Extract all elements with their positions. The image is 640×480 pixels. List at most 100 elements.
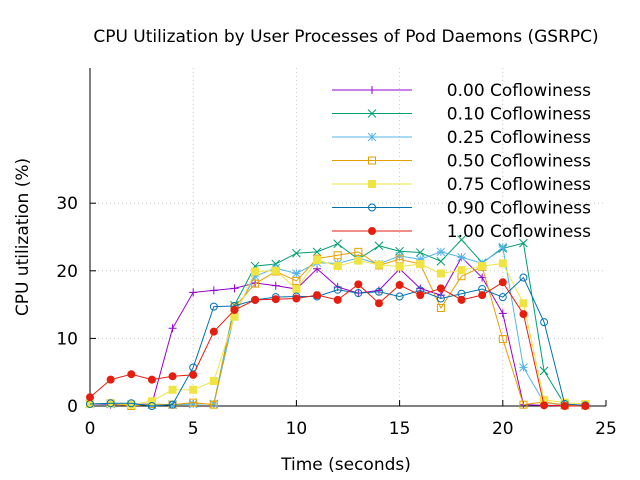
filled-square-marker [147, 397, 156, 406]
legend-entry: 1.00 Coflowiness [332, 222, 591, 242]
legend-label: 0.00 Coflowiness [447, 81, 591, 101]
filled-circle-marker [457, 295, 466, 304]
filled-square-marker [333, 262, 342, 271]
circle-marker [436, 294, 445, 303]
marker-stroke [539, 366, 549, 376]
circle-marker [368, 203, 376, 212]
filled-circle-marker [251, 295, 260, 304]
plus-marker [368, 86, 376, 94]
series-5 [86, 273, 590, 410]
filled-square-marker [271, 266, 280, 275]
cross-marker [374, 241, 384, 251]
filled-circle-marker [519, 310, 528, 319]
filled-circle-marker [168, 372, 177, 381]
cross-marker [271, 259, 281, 269]
marker-stroke [498, 242, 508, 252]
marker-stroke [292, 269, 301, 278]
filled-circle-marker [313, 291, 322, 300]
legend: 0.00 Coflowiness 0.10 Coflowiness 0.25 Cof… [332, 81, 591, 242]
cross-marker [457, 235, 466, 245]
filled-circle-marker [374, 299, 383, 308]
square-marker [519, 400, 528, 409]
y-axis-label: CPU utilization (%) [13, 158, 33, 316]
star-marker [188, 399, 198, 409]
cross-marker [367, 109, 377, 118]
legend-entry: 0.50 Coflowiness [332, 152, 591, 172]
filled-square-marker [292, 285, 301, 294]
marker-stroke [312, 247, 322, 257]
filled-square-marker [436, 269, 445, 278]
filled-square-marker [230, 312, 239, 321]
legend-entry: 0.00 Coflowiness [332, 81, 591, 101]
filled-circle-marker [395, 280, 404, 289]
filled-circle-marker [436, 284, 445, 293]
square-marker [333, 251, 342, 260]
filled-square-marker [519, 299, 528, 308]
filled-circle-marker [540, 401, 549, 410]
legend-label: 0.90 Coflowiness [447, 199, 591, 219]
filled-square-marker [374, 260, 383, 269]
cross-marker [292, 248, 301, 258]
filled-square-marker [498, 259, 507, 268]
square-marker [436, 303, 445, 312]
x-tick-label: 5 [188, 419, 199, 439]
plus-marker [271, 281, 280, 290]
square-marker [354, 247, 363, 256]
star-marker [519, 363, 528, 372]
x-tick-label: 25 [595, 419, 617, 439]
plus-marker [168, 324, 177, 333]
filled-square-marker [209, 376, 218, 385]
filled-circle-marker [354, 280, 363, 289]
circle-marker [127, 399, 136, 408]
square-marker [292, 276, 301, 285]
marker-stroke [519, 238, 528, 248]
filled-circle-marker [416, 291, 425, 300]
circle-marker [333, 285, 342, 294]
circle-marker [209, 302, 218, 311]
marker-stroke [367, 132, 377, 142]
square-marker [498, 335, 507, 344]
cross-marker [312, 247, 322, 257]
marker-stroke [436, 247, 446, 257]
square-marker [189, 398, 198, 407]
filled-circle-marker [478, 291, 487, 300]
marker-stroke [374, 241, 384, 251]
plus-marker [230, 284, 239, 293]
filled-square-marker [416, 260, 425, 269]
filled-square-marker [313, 255, 322, 264]
x-tick-label: 10 [286, 419, 308, 439]
filled-circle-marker [230, 306, 239, 315]
cross-marker [333, 239, 343, 249]
marker-stroke [415, 248, 425, 257]
filled-square-marker [354, 256, 363, 265]
x-tick-label: 15 [389, 419, 411, 439]
filled-circle-marker [189, 370, 198, 379]
filled-circle-marker [86, 393, 94, 402]
series-line [90, 246, 586, 406]
filled-circle-marker [560, 402, 569, 410]
series-6 [86, 278, 590, 410]
star-marker [292, 269, 301, 278]
marker-stroke [457, 235, 466, 245]
circle-marker [498, 293, 507, 302]
cross-marker [539, 366, 549, 376]
plus-marker [189, 288, 198, 297]
filled-circle-marker [209, 327, 218, 336]
series-line [89, 259, 586, 406]
circle-marker [519, 273, 528, 282]
y-tick-label: 0 [67, 397, 78, 417]
x-tick-label: 20 [492, 419, 514, 439]
filled-circle-marker [147, 375, 156, 384]
star-marker [498, 242, 508, 252]
series-3 [86, 247, 590, 410]
legend-label: 1.00 Coflowiness [447, 222, 591, 242]
marker-stroke [367, 109, 377, 118]
marker-stroke [271, 259, 281, 269]
chart-title: CPU Utilization by User Processes of Pod… [93, 27, 598, 47]
series-line [89, 251, 586, 407]
filled-square-marker [478, 262, 487, 271]
filled-circle-marker [581, 402, 590, 410]
series-0 [86, 253, 590, 410]
legend-entry: 0.90 Coflowiness [332, 199, 591, 219]
